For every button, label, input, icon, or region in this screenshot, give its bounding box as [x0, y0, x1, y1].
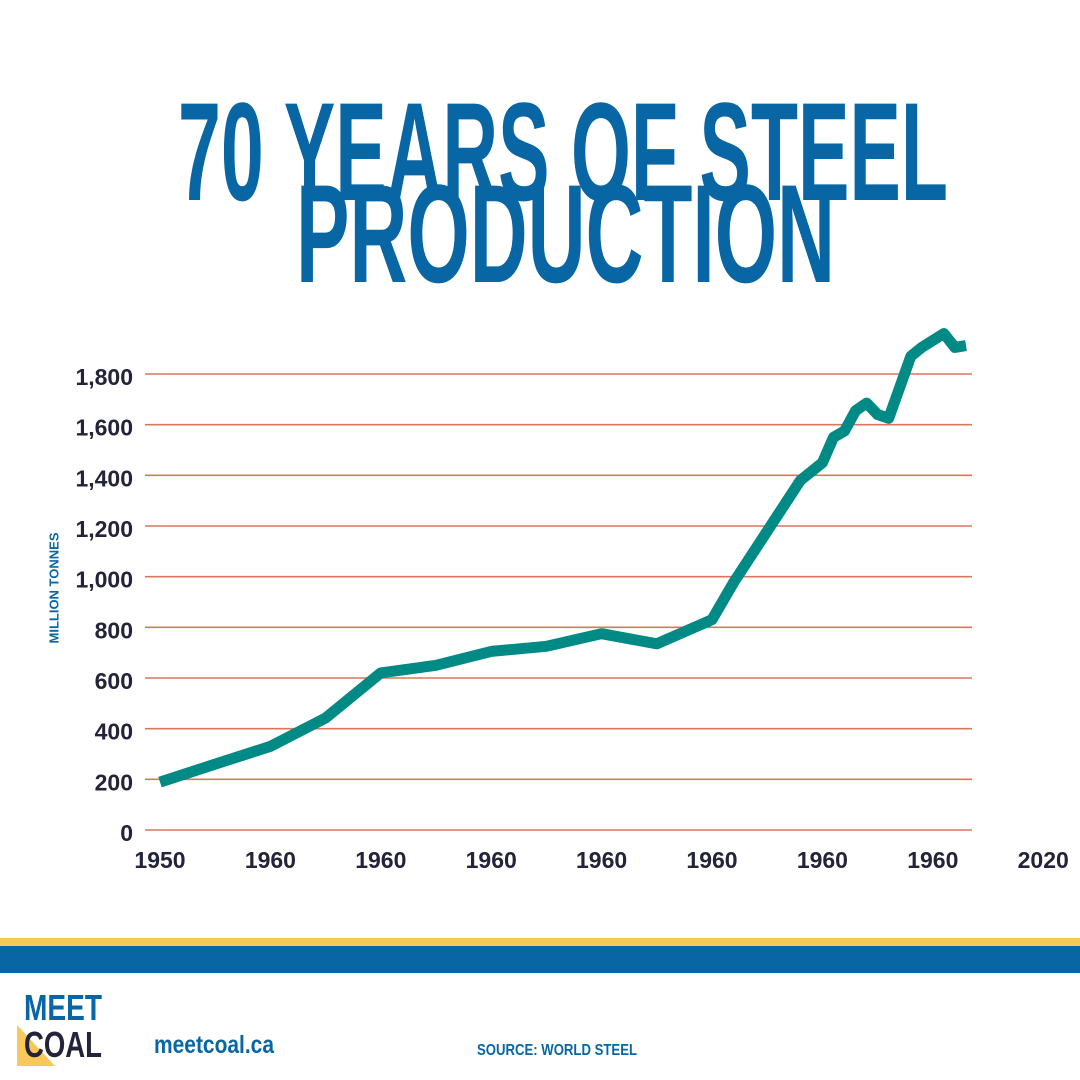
title-line: 70 YEARS OF STEEL	[178, 73, 948, 230]
y-tick-label: 1,400	[75, 465, 133, 491]
data-line	[158, 328, 967, 788]
website: meetcoal.ca	[154, 1031, 275, 1059]
y-tick-label: 1,000	[75, 567, 133, 593]
y-axis-label: MILLION TONNES	[46, 532, 61, 643]
y-tick-label: 200	[95, 769, 133, 795]
x-tick-label: 1960	[355, 847, 406, 873]
x-tick-label: 1960	[797, 847, 848, 873]
x-tick-label: 2020	[1018, 847, 1069, 873]
y-tick-label: 0	[120, 820, 133, 846]
y-tick-label: 1,200	[75, 516, 133, 542]
y-tick-label: 1,800	[75, 364, 133, 390]
x-tick-label: 1960	[245, 847, 296, 873]
x-tick-label: 1960	[466, 847, 517, 873]
stripe-blue	[0, 946, 1080, 973]
logo-triangle	[17, 1025, 55, 1066]
source: SOURCE: WORLD STEEL	[477, 1042, 637, 1059]
stripe-yellow	[0, 938, 1080, 946]
y-tick-label: 1,600	[75, 415, 133, 441]
y-tick-label: 400	[95, 719, 133, 745]
x-tick-label: 1950	[134, 847, 185, 873]
x-tick-label: 1960	[907, 847, 958, 873]
title-line: PRODUCTION	[296, 155, 835, 312]
y-tick-label: 800	[95, 617, 133, 643]
logo-text: COAL	[24, 1024, 102, 1065]
logo-text: MEET	[24, 987, 102, 1028]
x-tick-label: 1960	[686, 847, 737, 873]
x-tick-label: 1960	[576, 847, 627, 873]
y-tick-label: 600	[95, 668, 133, 694]
